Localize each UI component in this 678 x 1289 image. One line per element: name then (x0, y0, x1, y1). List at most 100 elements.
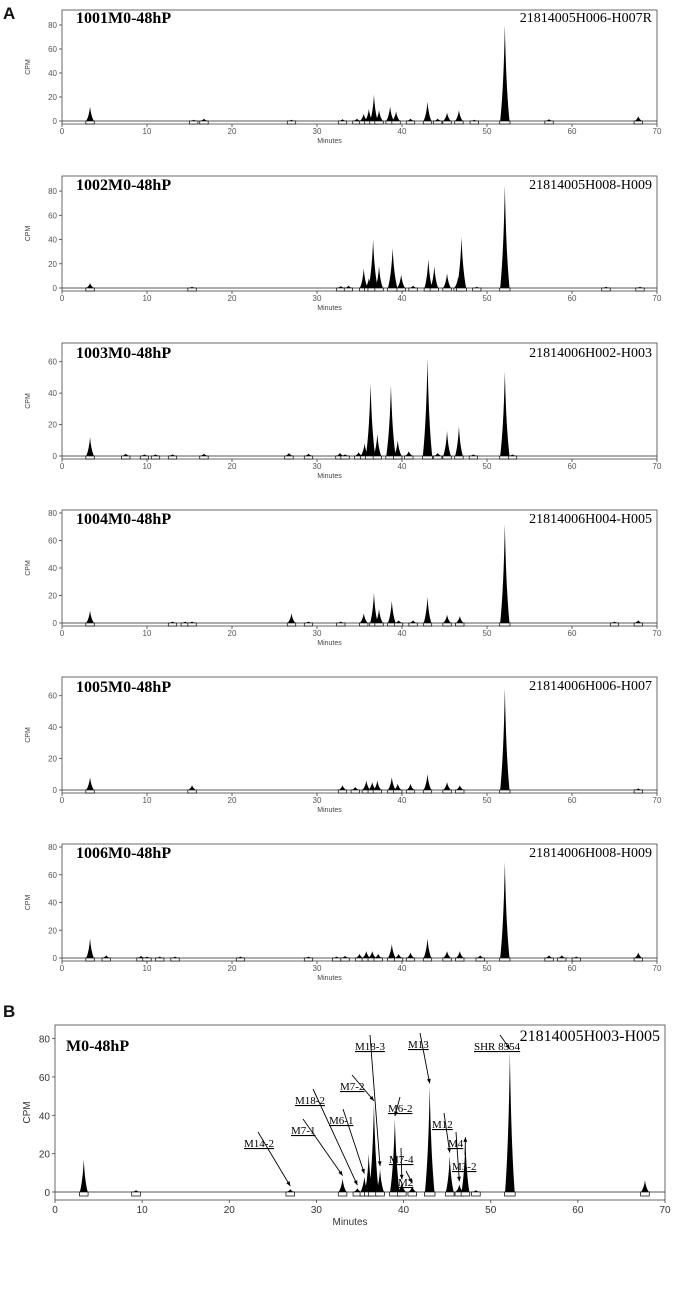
sample-title: 1003M0-48hP (76, 345, 171, 362)
peak (557, 955, 566, 958)
annotation-arrow (302, 1118, 343, 1176)
x-tick-label: 0 (60, 796, 65, 805)
peak (370, 94, 378, 121)
x-tick-label: 70 (659, 1205, 671, 1216)
x-axis-label: Minutes (317, 975, 342, 982)
peak (423, 774, 432, 790)
peak-region-marker (340, 455, 350, 460)
peak (500, 371, 510, 456)
peak (200, 118, 208, 121)
peak-region-marker (85, 789, 95, 794)
y-tick-label: 40 (48, 564, 57, 573)
peak (338, 785, 347, 790)
x-tick-label: 20 (228, 629, 237, 638)
peak-region-marker (433, 455, 443, 460)
peak-region-marker (139, 455, 150, 460)
chart-7: 0 20 40 60 80 0 10 20 30 40 50 60 70 Minutes CPM M0-48h… (22, 1024, 671, 1228)
peak (430, 266, 439, 288)
sample-title: 1001M0-48hP (76, 10, 171, 27)
x-axis-label: Minutes (332, 1217, 367, 1228)
peak-region-marker (167, 455, 178, 460)
peak (375, 110, 383, 121)
peak (545, 119, 553, 121)
x-tick-label: 0 (60, 964, 65, 973)
peak-region-marker (442, 287, 452, 292)
x-tick-label: 20 (228, 964, 237, 973)
annotation-arrowhead (408, 1178, 413, 1184)
peak-region-marker (189, 120, 199, 125)
peak-region-marker (121, 455, 131, 460)
peak (86, 437, 94, 456)
y-tick-label: 0 (53, 954, 58, 963)
peak (375, 266, 383, 288)
sample-title: 1002M0-48hP (76, 177, 171, 194)
peak-region-marker (397, 1191, 407, 1197)
peak (634, 788, 643, 790)
plot-frame (61, 9, 658, 125)
peak (351, 786, 360, 790)
peak-region-marker (374, 622, 384, 627)
y-tick-label: 80 (39, 1035, 51, 1046)
peak-annotation-label: M12 (432, 1119, 453, 1131)
peak (359, 268, 368, 288)
peak (369, 1103, 379, 1192)
peak (387, 248, 398, 288)
peak (137, 955, 145, 958)
chart-6: 0 20 40 60 80 0 10 20 30 40 50 60 70 Minutes CPM 1006M0… (25, 843, 662, 982)
x-tick-label: 20 (228, 796, 237, 805)
peak-region-marker (633, 120, 643, 125)
peak-region-marker (424, 1191, 436, 1197)
y-tick-label: 60 (48, 358, 57, 367)
x-axis-label: Minutes (317, 640, 342, 647)
x-tick-label: 0 (60, 629, 65, 638)
peak-region-marker (422, 957, 433, 962)
x-axis-label: Minutes (317, 807, 342, 814)
peak (471, 1190, 480, 1192)
peak (423, 938, 432, 958)
peak (455, 426, 463, 456)
peak-region-marker (337, 789, 348, 794)
peak-region-marker (394, 622, 404, 627)
peak-region-marker (85, 957, 95, 962)
y-tick-label: 60 (39, 1073, 51, 1084)
run-id: 21814005H008-H009 (529, 178, 652, 193)
peak (376, 1168, 384, 1192)
x-tick-label: 50 (485, 1205, 497, 1216)
peak-region-marker (303, 622, 314, 627)
peak-region-marker (442, 622, 452, 627)
peak (386, 106, 394, 121)
peak-region-marker (422, 120, 433, 125)
y-tick-label: 40 (48, 389, 57, 398)
run-id: 21814006H006-H007 (529, 679, 652, 694)
peak-annotation-label: M18-3 (355, 1041, 385, 1053)
y-tick-label: 80 (48, 187, 57, 196)
run-id: 21814006H002-H003 (529, 346, 652, 361)
peak-region-marker (507, 455, 518, 460)
peak (362, 951, 371, 958)
x-tick-label: 70 (653, 462, 662, 471)
y-tick-label: 40 (48, 236, 57, 245)
plot-frame (54, 1024, 666, 1201)
peak (500, 185, 510, 288)
peak-region-marker (284, 455, 294, 460)
y-axis-label: CPM (25, 895, 32, 911)
peak (455, 785, 464, 790)
peak-region-marker (422, 789, 433, 794)
y-tick-label: 40 (48, 899, 57, 908)
y-axis-label: CPM (25, 226, 32, 242)
x-tick-label: 70 (653, 964, 662, 973)
peak-region-marker (455, 789, 465, 794)
peak-annotation-label: M4 (448, 1138, 464, 1150)
peak (500, 862, 510, 958)
peak (338, 119, 347, 121)
peak (102, 955, 111, 958)
peak-region-marker (499, 120, 511, 125)
peak-region-marker (454, 455, 464, 460)
y-tick-label: 0 (53, 619, 58, 628)
x-tick-label: 10 (143, 964, 152, 973)
peak (353, 118, 361, 121)
x-tick-label: 20 (228, 127, 237, 136)
peak (397, 274, 405, 288)
peak-region-marker (336, 622, 346, 627)
x-tick-label: 70 (653, 629, 662, 638)
